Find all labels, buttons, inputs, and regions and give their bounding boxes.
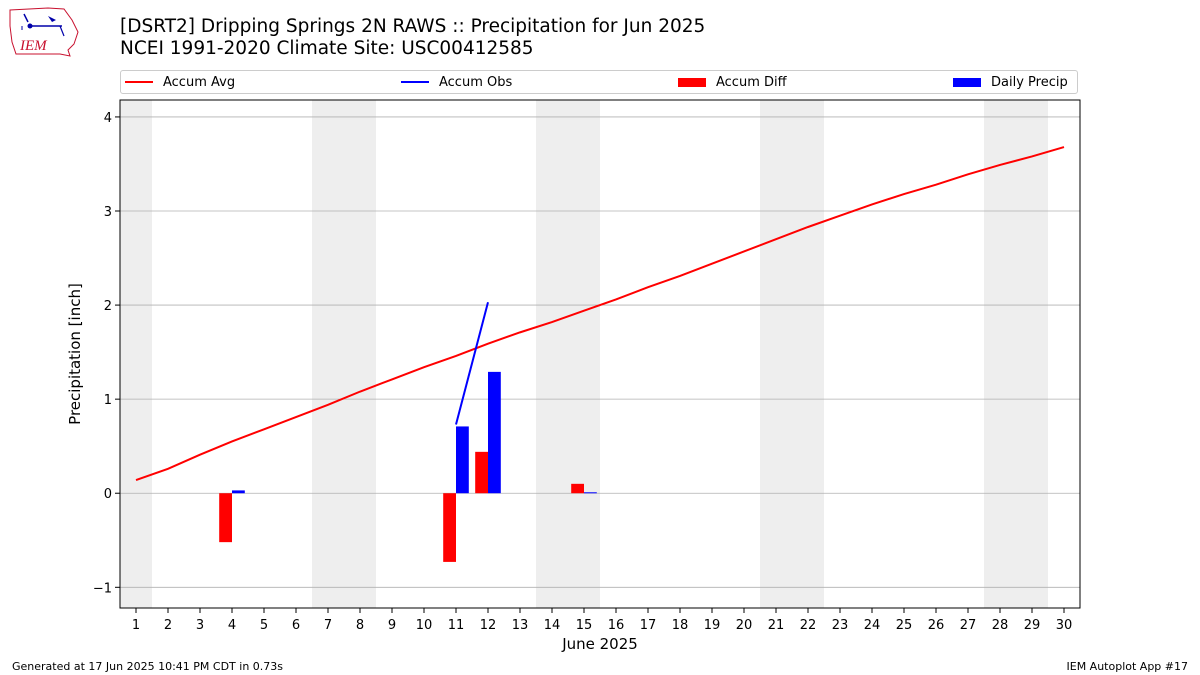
x-tick-label: 15 (576, 618, 593, 633)
chart-subtitle: NCEI 1991-2020 Climate Site: USC00412585 (120, 38, 534, 59)
x-tick-label: 21 (768, 618, 785, 633)
legend-label-daily-precip: Daily Precip (991, 74, 1068, 90)
y-tick-label: −1 (93, 581, 112, 596)
x-tick-label: 4 (228, 618, 236, 633)
x-tick-label: 9 (388, 618, 396, 633)
accum-diff-bar (475, 451, 488, 494)
x-tick-label: 1 (132, 618, 140, 633)
x-tick-label: 5 (260, 618, 268, 633)
x-tick-label: 10 (416, 618, 433, 633)
x-tick-label: 20 (736, 618, 753, 633)
weekend-shade (344, 100, 376, 608)
accum-obs-line (455, 302, 489, 425)
x-tick-label: 16 (608, 618, 625, 633)
legend-swatch-accum-diff (678, 77, 706, 87)
legend-item-accum-avg: Accum Avg (125, 71, 235, 93)
plot-frame (119, 99, 1081, 609)
x-tick-label: 8 (356, 618, 364, 633)
weekend-shade (568, 100, 600, 608)
weekend-shade (792, 100, 824, 608)
x-tick-label: 27 (960, 618, 977, 633)
daily-precip-bar (232, 490, 245, 494)
weekend-shading (120, 100, 1048, 608)
grid-lines (120, 116, 1080, 588)
legend-swatch-accum-avg (125, 81, 153, 83)
legend-label-accum-avg: Accum Avg (163, 74, 236, 90)
x-axis-label: June 2025 (561, 635, 638, 653)
x-tick-label: 29 (1024, 618, 1041, 633)
x-tick-label: 24 (864, 618, 881, 633)
x-tick-label: 28 (992, 618, 1009, 633)
accum-diff-bar (219, 493, 232, 543)
legend-label-accum-obs: Accum Obs (439, 74, 513, 90)
footer-app: IEM Autoplot App #17 (1066, 660, 1189, 673)
footer-generated: Generated at 17 Jun 2025 10:41 PM CDT in… (12, 660, 284, 673)
x-tick-label: 30 (1056, 618, 1073, 633)
y-tick-label: 4 (104, 111, 112, 126)
y-tick-label: 0 (104, 487, 112, 502)
x-tick-label: 6 (292, 618, 300, 633)
chart-title: [DSRT2] Dripping Springs 2N RAWS :: Prec… (120, 16, 706, 37)
line-marks (135, 146, 1065, 482)
bar-marks (219, 371, 597, 562)
weekend-shade (984, 100, 1016, 608)
x-tick-label: 17 (640, 618, 657, 633)
weekend-shade (760, 100, 792, 608)
weekend-shade (536, 100, 568, 608)
x-tick-label: 18 (672, 618, 689, 633)
x-tick-label: 3 (196, 618, 204, 633)
legend-label-accum-diff: Accum Diff (716, 74, 787, 90)
logo-text: IEM (19, 38, 48, 54)
x-tick-label: 26 (928, 618, 945, 633)
iem-logo: IEM (8, 6, 80, 58)
legend-item-accum-obs: Accum Obs (401, 71, 512, 93)
x-tick-label: 12 (480, 618, 497, 633)
x-tick-label: 23 (832, 618, 849, 633)
legend-item-accum-diff: Accum Diff (678, 71, 787, 93)
legend-item-daily-precip: Daily Precip (953, 71, 1068, 93)
daily-precip-bar (456, 426, 469, 494)
x-tick-label: 22 (800, 618, 817, 633)
accum-diff-bar (443, 493, 456, 562)
y-tick-label: 2 (104, 299, 112, 314)
x-tick-label: 25 (896, 618, 913, 633)
daily-precip-bar (584, 492, 597, 494)
x-tick-label: 14 (544, 618, 561, 633)
x-tick-label: 7 (324, 618, 332, 633)
x-tick-label: 13 (512, 618, 529, 633)
legend-swatch-accum-obs (401, 81, 429, 83)
x-tick-label: 19 (704, 618, 721, 633)
y-axis-label: Precipitation [inch] (66, 283, 84, 425)
weekend-shade (312, 100, 344, 608)
y-tick-label: 3 (104, 205, 112, 220)
weekend-shade (120, 100, 152, 608)
accum-diff-bar (571, 483, 584, 494)
x-tick-label: 2 (164, 618, 172, 633)
daily-precip-bar (488, 371, 501, 494)
y-tick-label: 1 (104, 393, 112, 408)
chart-legend: Accum Avg Accum Obs Accum Diff Daily Pre… (120, 70, 1078, 94)
accum-avg-line (135, 146, 1065, 482)
weekend-shade (1016, 100, 1048, 608)
legend-swatch-daily-precip (953, 77, 981, 87)
x-tick-label: 11 (448, 618, 465, 633)
